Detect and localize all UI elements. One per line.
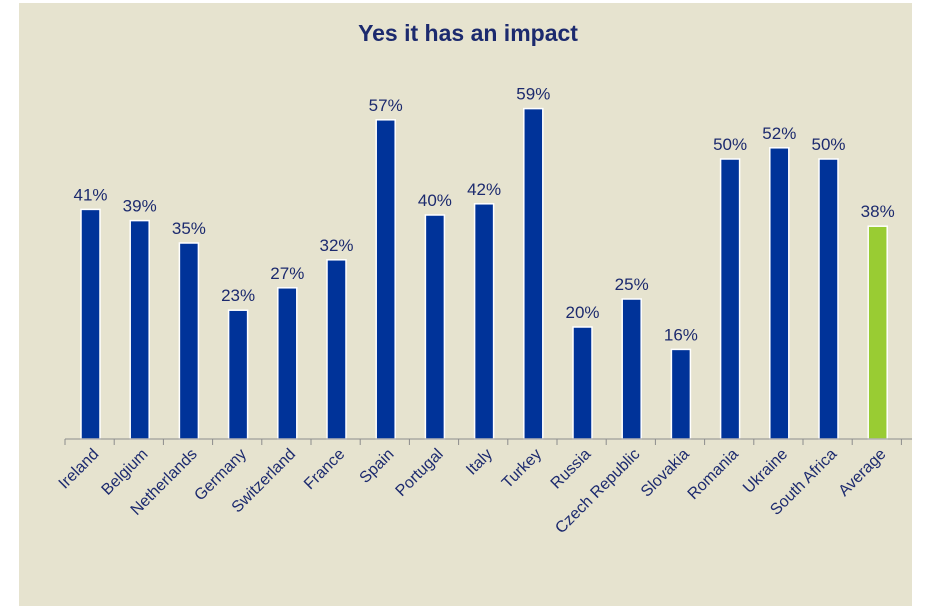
x-tick-label-italy: Italy bbox=[463, 446, 496, 479]
data-label-portugal: 40% bbox=[418, 191, 452, 210]
data-label-netherlands: 35% bbox=[172, 219, 206, 238]
x-tick-label-russia: Russia bbox=[548, 446, 595, 493]
data-label-belgium: 39% bbox=[123, 197, 157, 216]
x-tick-label-average: Average bbox=[836, 446, 890, 500]
bar-ukraine bbox=[769, 147, 790, 440]
bar-chart: Yes it has an impact 41% 39% 35% 23% 27% 32% 5… bbox=[56, 20, 912, 537]
bar-portugal bbox=[424, 214, 446, 440]
bar-italy bbox=[473, 203, 495, 440]
x-tick-label-romania: Romania bbox=[685, 446, 742, 503]
x-tick-label-ireland: Ireland bbox=[56, 446, 103, 493]
data-label-france: 32% bbox=[319, 236, 353, 255]
x-tick-label-czech-republic: Czech Republic bbox=[552, 446, 643, 537]
data-label-average: 38% bbox=[861, 202, 895, 221]
chart-panel: Yes it has an impact 41% 39% 35% 23% 27% 32% 5… bbox=[19, 3, 912, 606]
data-label-spain: 57% bbox=[369, 96, 403, 115]
data-label-ukraine: 52% bbox=[762, 124, 796, 143]
bar-belgium bbox=[129, 219, 150, 440]
data-label-turkey: 59% bbox=[516, 85, 550, 104]
bar-south-africa bbox=[818, 158, 839, 440]
bar-romania bbox=[719, 158, 741, 440]
x-tick-label-spain: Spain bbox=[357, 446, 398, 487]
bar-russia bbox=[572, 326, 593, 440]
bar-czech-republic bbox=[621, 298, 642, 440]
data-label-slovakia: 16% bbox=[664, 325, 698, 344]
x-tick-label-turkey: Turkey bbox=[499, 446, 545, 492]
data-label-germany: 23% bbox=[221, 286, 255, 305]
x-tick-label-france: France bbox=[301, 446, 348, 493]
data-label-south-africa: 50% bbox=[811, 135, 845, 154]
x-ticks-group bbox=[64, 439, 902, 445]
x-tick-label-portugal: Portugal bbox=[393, 446, 447, 500]
bar-france bbox=[326, 259, 347, 440]
data-label-italy: 42% bbox=[467, 180, 501, 199]
data-label-switzerland: 27% bbox=[270, 264, 304, 283]
bar-germany bbox=[227, 309, 249, 440]
data-label-romania: 50% bbox=[713, 135, 747, 154]
x-tick-labels-group: IrelandBelgiumNetherlandsGermanySwitzerl… bbox=[56, 446, 890, 537]
bar-spain bbox=[375, 119, 396, 440]
x-tick-label-ukraine: Ukraine bbox=[740, 446, 791, 497]
bar-netherlands bbox=[178, 242, 200, 440]
data-labels-group: 41% 39% 35% 23% 27% 32% 57% 40% 42% 59% 20% 25% 16% 5… bbox=[73, 85, 894, 345]
bar-turkey bbox=[523, 107, 544, 440]
bar-ireland bbox=[80, 208, 101, 440]
data-label-russia: 20% bbox=[565, 303, 599, 322]
bar-slovakia bbox=[670, 348, 692, 440]
bar-switzerland bbox=[277, 287, 298, 440]
bars-group bbox=[80, 107, 888, 440]
data-label-ireland: 41% bbox=[73, 185, 107, 204]
chart-title: Yes it has an impact bbox=[358, 20, 578, 46]
data-label-czech-republic: 25% bbox=[615, 275, 649, 294]
bar-average bbox=[867, 225, 888, 440]
